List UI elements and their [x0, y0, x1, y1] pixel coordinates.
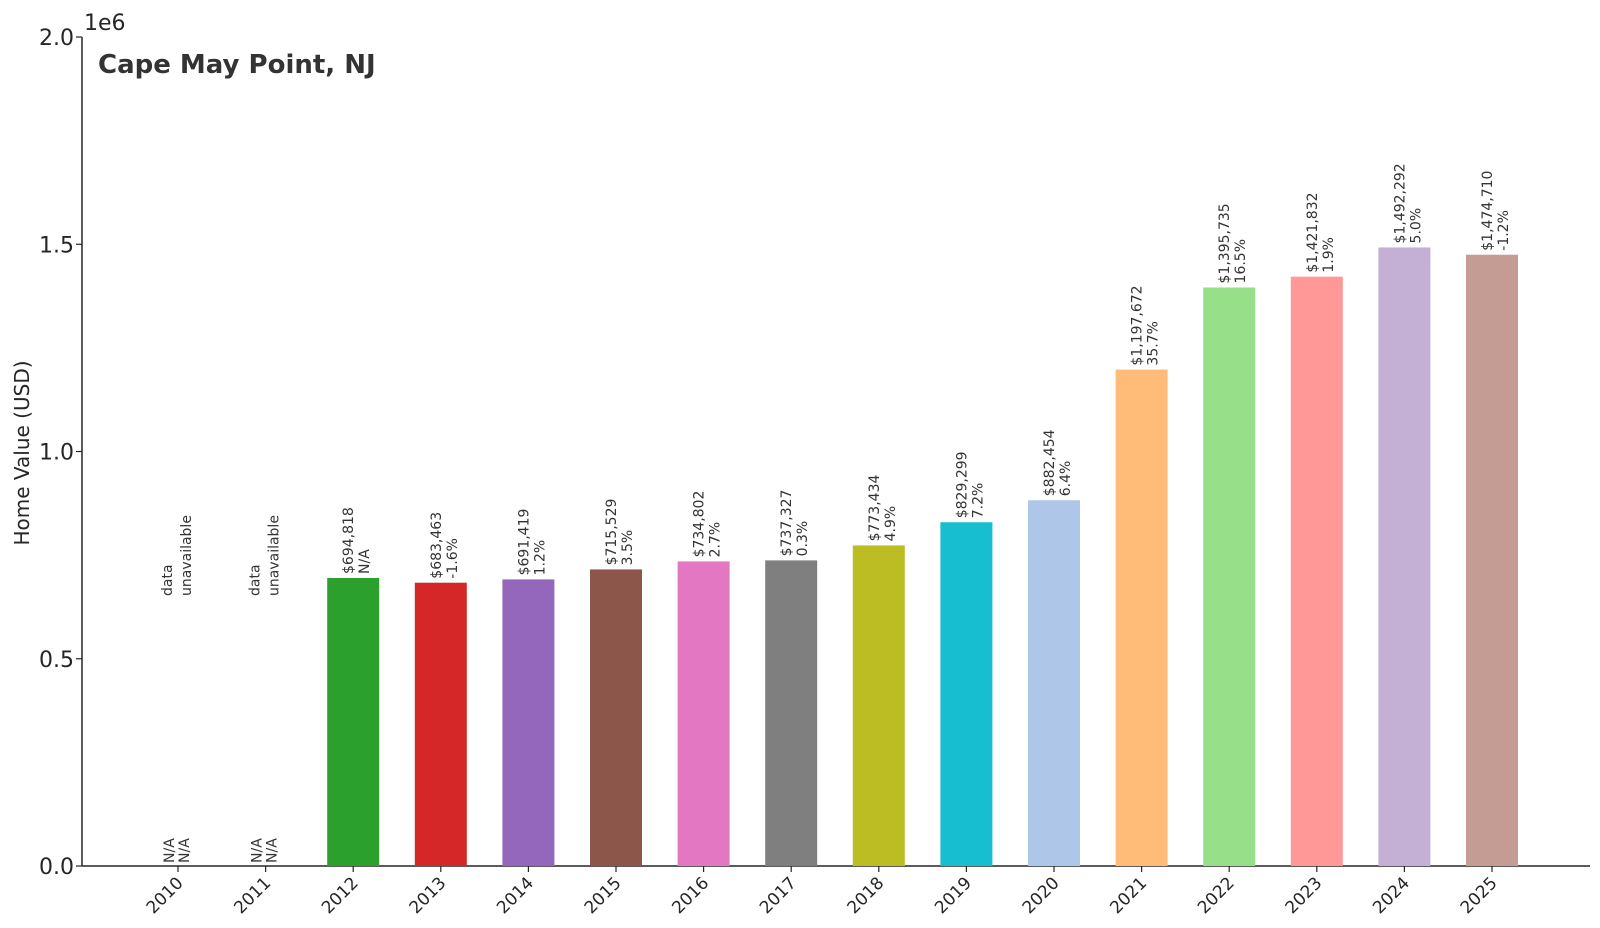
x-tick-label: 2014 — [493, 873, 538, 918]
change-text: 1.2% — [532, 540, 548, 576]
x-tick-label: 2024 — [1369, 873, 1414, 918]
bar-value-label: $715,5293.5% — [604, 499, 636, 566]
value-text: $691,419 — [516, 509, 532, 576]
x-tick-label: 2011 — [230, 873, 275, 918]
value-text: $1,197,672 — [1130, 285, 1146, 365]
bar — [502, 579, 555, 866]
bar-value-label: $734,8022.7% — [692, 491, 724, 558]
bar — [1115, 369, 1168, 866]
na-label: N/AN/A — [250, 838, 281, 863]
x-tick-label: 2012 — [318, 873, 363, 918]
x-tick-label: 2019 — [931, 873, 976, 918]
value-text: $829,299 — [954, 451, 970, 518]
value-text: $773,434 — [867, 475, 883, 542]
bar — [590, 569, 642, 866]
y-tick-label: 0.5 — [39, 648, 74, 673]
missing-word-2: unavailable — [267, 515, 283, 596]
y-tick-label: 1.0 — [39, 441, 74, 466]
change-text: 5.0% — [1408, 208, 1424, 244]
bar — [940, 522, 993, 866]
change-text: 0.3% — [795, 521, 811, 557]
bar-value-label: $1,421,8321.9% — [1305, 192, 1337, 272]
value-text: $1,421,832 — [1305, 192, 1321, 272]
na-change-text: N/A — [177, 838, 193, 863]
value-text: $1,492,292 — [1392, 163, 1408, 243]
bars — [327, 247, 1518, 867]
y-tick-label: 0.0 — [39, 855, 74, 880]
value-text: $715,529 — [604, 499, 620, 566]
bar-value-label: $773,4344.9% — [867, 475, 899, 542]
x-tick-label: 2021 — [1106, 873, 1151, 918]
x-tick-label: 2017 — [756, 873, 801, 918]
change-text: 35.7% — [1146, 321, 1162, 365]
x-tick-label: 2023 — [1282, 873, 1327, 918]
change-text: 7.2% — [970, 483, 986, 519]
bar-value-label: $829,2997.2% — [954, 451, 986, 518]
na-value-text: N/A — [250, 838, 266, 863]
x-tick-label: 2018 — [844, 873, 889, 918]
missing-word-1: data — [160, 564, 176, 596]
change-text: N/A — [357, 549, 373, 574]
value-text: $694,818 — [341, 507, 357, 574]
x-tick-label: 2016 — [668, 873, 713, 918]
bar-value-label: $1,395,73516.5% — [1217, 203, 1249, 283]
missing-data-label: data unavailable — [160, 515, 195, 596]
bar — [1203, 287, 1256, 866]
change-text: 16.5% — [1233, 239, 1249, 283]
na-change-text: N/A — [265, 838, 281, 863]
bar — [1290, 276, 1343, 866]
value-text: $1,395,735 — [1217, 203, 1233, 283]
bar — [765, 560, 818, 866]
change-text: 3.5% — [620, 530, 636, 566]
value-text: $1,474,710 — [1480, 171, 1496, 251]
bar-value-label: $691,4191.2% — [516, 509, 548, 576]
bar-value-label: $1,492,2925.0% — [1392, 163, 1424, 243]
na-label: N/AN/A — [162, 838, 193, 863]
y-scale-label: 1e6 — [84, 11, 126, 36]
value-text: $882,454 — [1042, 429, 1058, 496]
x-tick-label: 2015 — [581, 873, 626, 918]
change-text: -1.6% — [445, 538, 461, 579]
value-text: $734,802 — [692, 491, 708, 558]
bar-value-label: $683,463-1.6% — [429, 512, 461, 579]
bar — [1378, 247, 1431, 867]
bar — [1466, 254, 1518, 866]
missing-word-1: data — [248, 564, 264, 596]
missing-word-2: unavailable — [179, 515, 195, 596]
bar — [852, 545, 905, 866]
change-text: 2.7% — [708, 522, 724, 558]
y-axis-title: Home Value (USD) — [10, 360, 34, 545]
value-text: $737,327 — [779, 490, 795, 557]
x-tick-label: 2010 — [143, 873, 188, 918]
x-tick-label: 2020 — [1019, 873, 1064, 918]
y-tick-label: 2.0 — [39, 26, 74, 51]
change-text: 1.9% — [1321, 237, 1337, 273]
change-text: 6.4% — [1058, 461, 1074, 497]
y-tick-label: 1.5 — [39, 233, 74, 258]
bar-value-label: $882,4546.4% — [1042, 429, 1074, 496]
value-text: $683,463 — [429, 512, 445, 579]
na-value-text: N/A — [162, 838, 178, 863]
x-tick-label: 2013 — [406, 873, 451, 918]
change-text: 4.9% — [883, 506, 899, 542]
missing-data-label: data unavailable — [248, 515, 283, 596]
bar-value-label: $1,474,710-1.2% — [1480, 171, 1512, 251]
bar-value-label: $737,3270.3% — [779, 490, 811, 557]
bar — [1028, 500, 1080, 866]
change-text: -1.2% — [1496, 210, 1512, 251]
bar — [414, 582, 467, 866]
x-tick-label: 2022 — [1194, 873, 1239, 918]
bar-value-label: $694,818N/A — [341, 507, 373, 574]
x-tick-label: 2025 — [1457, 873, 1502, 918]
bar — [327, 577, 380, 866]
chart-title: Cape May Point, NJ — [98, 50, 376, 80]
bar — [677, 561, 730, 866]
bar-value-label: $1,197,67235.7% — [1130, 285, 1162, 365]
